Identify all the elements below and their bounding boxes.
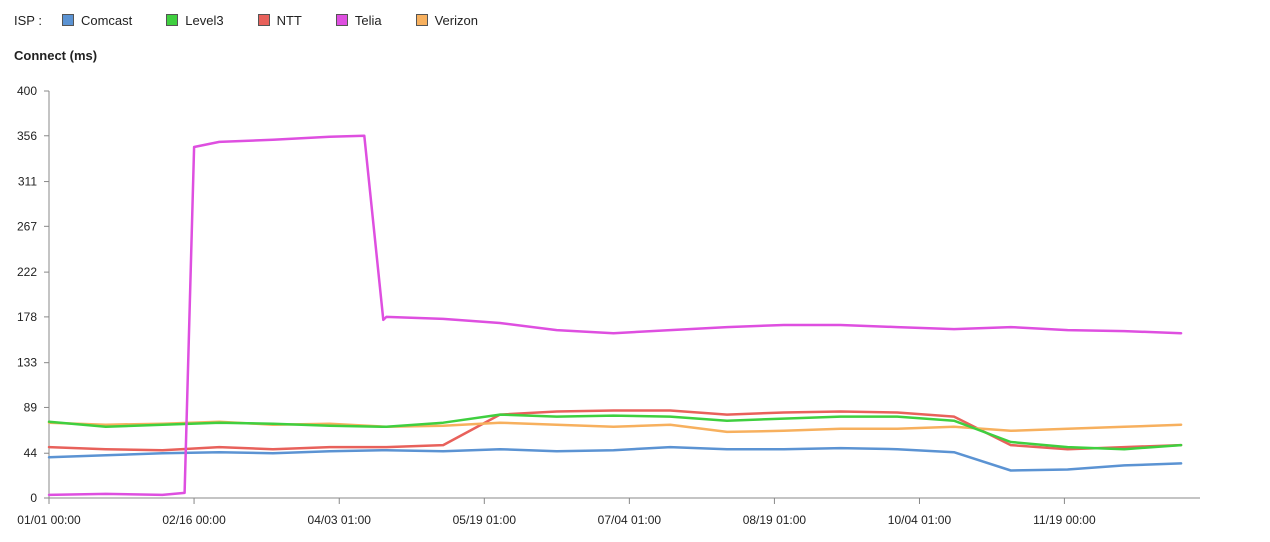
- x-tick-label: 01/01 00:00: [17, 513, 81, 527]
- legend-label-ntt: NTT: [276, 12, 302, 28]
- x-tick-label: 11/19 00:00: [1033, 513, 1096, 527]
- swatch-level3: [166, 14, 179, 26]
- y-tick-label: 400: [17, 84, 37, 98]
- series-line-level3: [47, 413, 1183, 451]
- y-tick-label: 89: [24, 400, 38, 414]
- y-tick-label: 267: [17, 219, 37, 233]
- legend-label-level3: Level3: [185, 12, 224, 28]
- swatch-telia: [335, 14, 348, 26]
- y-tick-label: 311: [18, 175, 37, 189]
- x-tick-label: 10/04 01:00: [888, 513, 952, 527]
- x-tick-label: 05/19 01:00: [453, 513, 517, 527]
- x-tick-label: 07/04 01:00: [598, 513, 662, 527]
- legend-item-verizon[interactable]: Verizon: [415, 12, 478, 28]
- swatch-ntt: [257, 14, 270, 26]
- legend-label-comcast: Comcast: [80, 12, 133, 28]
- legend-item-level3[interactable]: Level3: [166, 12, 224, 28]
- y-axis-title: Connect (ms): [14, 48, 98, 63]
- legend-title: ISP :: [14, 12, 42, 28]
- y-tick-label: 133: [17, 356, 37, 370]
- swatch-comcast: [61, 14, 74, 26]
- x-tick-label: 02/16 00:00: [162, 513, 226, 527]
- legend-label-verizon: Verizon: [434, 12, 478, 28]
- legend-label-telia: Telia: [354, 12, 382, 28]
- legend: ISP : Comcast Level3 NTT Telia Verizon: [14, 11, 512, 29]
- legend-item-comcast[interactable]: Comcast: [61, 12, 133, 28]
- x-tick-label: 04/03 01:00: [308, 513, 372, 527]
- series-line-comcast: [47, 445, 1183, 472]
- legend-item-telia[interactable]: Telia: [335, 12, 382, 28]
- y-tick-label: 44: [24, 446, 38, 460]
- swatch-verizon: [415, 14, 428, 26]
- legend-item-ntt[interactable]: NTT: [257, 12, 302, 28]
- x-tick-label: 08/19 01:00: [743, 513, 807, 527]
- y-tick-label: 178: [17, 310, 37, 324]
- y-tick-label: 0: [30, 491, 37, 505]
- y-tick-label: 356: [17, 129, 37, 143]
- series-line-telia: [47, 134, 1183, 497]
- y-tick-label: 222: [17, 265, 37, 279]
